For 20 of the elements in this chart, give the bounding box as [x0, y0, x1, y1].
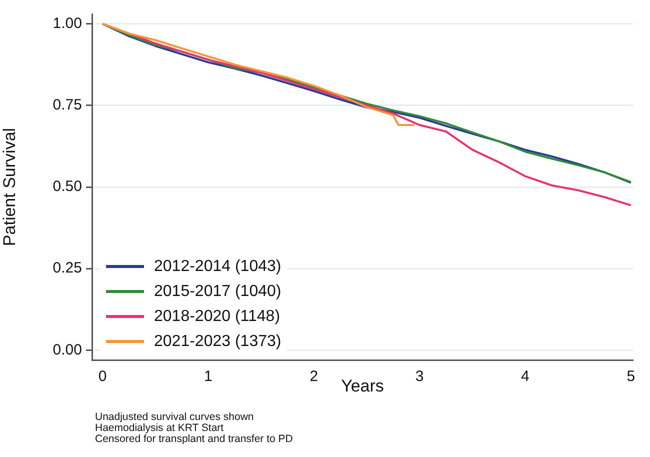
y-tick-label: 1.00	[52, 14, 82, 32]
y-tick-label: 0.75	[52, 96, 82, 114]
legend-label: 2015-2017 (1040)	[154, 282, 282, 300]
legend-label: 2018-2020 (1148)	[154, 308, 280, 326]
legend-label: 2021-2023 (1373)	[154, 332, 282, 350]
x-tick-label: 2	[310, 368, 318, 386]
y-tick-label: 0.00	[52, 341, 82, 358]
x-axis-title: Years	[341, 376, 384, 396]
x-tick-label: 0	[98, 368, 107, 386]
x-tick-label: 1	[204, 368, 212, 386]
text: Unadjusted survival curves shown	[95, 411, 255, 423]
text: Censored for transplant and transfer to PD	[95, 433, 293, 445]
x-tick-label: 4	[521, 368, 530, 386]
y-tick-label: 0.25	[52, 260, 82, 277]
y-axis-title: Patient Survival	[0, 128, 19, 246]
y-tick-label: 0.50	[52, 178, 82, 196]
x-tick-label: 5	[626, 368, 636, 386]
legend-label: 2012-2014 (1043)	[154, 258, 282, 276]
x-tick-label: 3	[415, 368, 424, 386]
text: Haemodialysis at KRT Start	[95, 422, 225, 434]
